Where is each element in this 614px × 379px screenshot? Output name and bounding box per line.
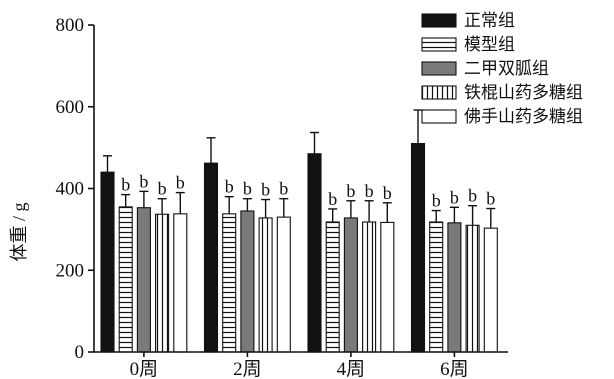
y-tick-label: 0 xyxy=(75,342,85,363)
bar xyxy=(465,224,480,353)
significance-label: b xyxy=(365,181,374,201)
bar xyxy=(483,227,498,353)
significance-label: b xyxy=(243,179,252,199)
bars xyxy=(100,142,498,353)
bar xyxy=(429,221,444,353)
significance-label: b xyxy=(450,187,459,207)
significance-label: b xyxy=(432,191,441,211)
bar xyxy=(343,217,358,353)
bar xyxy=(258,217,273,353)
significance-label: b xyxy=(121,175,130,195)
y-axis-ticks: 0 200 400 600 800 xyxy=(56,15,94,363)
significance-label: b xyxy=(176,173,185,193)
significance-label: b xyxy=(261,180,270,200)
legend-swatch xyxy=(421,13,457,28)
bar xyxy=(276,216,291,353)
bar xyxy=(240,210,255,353)
legend-swatch xyxy=(421,109,457,124)
legend-label: 佛手山药多糖组 xyxy=(464,107,583,127)
legend-swatch xyxy=(421,37,457,52)
significance-label: b xyxy=(346,181,355,201)
y-tick-label: 400 xyxy=(56,179,85,200)
bar xyxy=(100,171,115,353)
legend-label: 正常组 xyxy=(464,11,515,31)
x-tick-label: 4周 xyxy=(337,359,366,379)
significance-label: b xyxy=(225,177,234,197)
bar xyxy=(136,207,151,353)
bar xyxy=(447,222,462,353)
bar xyxy=(325,221,340,353)
error-bars xyxy=(103,109,496,229)
bar xyxy=(173,213,188,353)
significance-label: b xyxy=(328,189,337,209)
bar xyxy=(410,142,426,353)
legend-label: 模型组 xyxy=(464,35,515,55)
legend-label: 二甲双胍组 xyxy=(464,59,549,79)
significance-label: b xyxy=(279,179,288,199)
bar xyxy=(222,213,237,353)
significance-labels: b b b b b b b bb b b b b b b b xyxy=(121,171,495,210)
bar xyxy=(118,206,133,353)
bar xyxy=(155,213,170,353)
significance-label: b xyxy=(158,179,167,199)
legend-swatch xyxy=(421,61,457,76)
y-tick-label: 600 xyxy=(56,97,85,118)
bar xyxy=(362,221,377,353)
significance-label: b xyxy=(139,171,148,191)
x-tick-label: 0周 xyxy=(130,359,159,379)
bar xyxy=(203,162,219,353)
x-axis-categories: 0周 2周 4周 6周 xyxy=(130,352,469,379)
bar xyxy=(380,221,395,353)
y-axis-label: 体重 / g xyxy=(9,202,29,261)
bar xyxy=(307,153,322,353)
x-tick-label: 2周 xyxy=(233,359,262,379)
x-tick-label: 6周 xyxy=(440,359,469,379)
y-tick-label: 800 xyxy=(56,15,85,36)
legend-swatch xyxy=(421,85,457,100)
significance-label: b xyxy=(468,186,477,206)
legend-label: 铁棍山药多糖组 xyxy=(464,83,583,103)
significance-label: b xyxy=(486,189,495,209)
significance-label: b xyxy=(383,183,392,203)
y-tick-label: 200 xyxy=(56,260,85,281)
